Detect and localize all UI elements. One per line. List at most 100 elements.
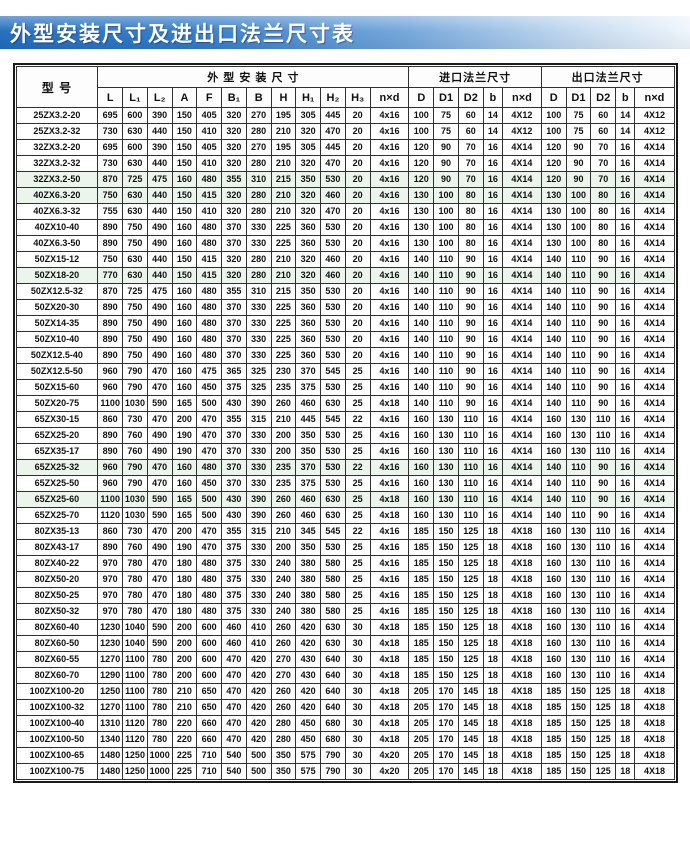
value-cell: 4X14 <box>634 171 675 188</box>
value-cell: 470 <box>221 667 247 684</box>
value-cell: 4X12 <box>634 123 675 140</box>
value-cell: 440 <box>146 155 173 172</box>
value-cell: 16 <box>482 283 504 300</box>
value-cell: 18 <box>482 651 504 668</box>
value-cell: 630 <box>122 155 148 172</box>
value-cell: 140 <box>540 315 567 332</box>
value-cell: 220 <box>171 715 198 732</box>
value-cell: 20 <box>344 347 371 364</box>
value-cell: 470 <box>146 379 173 396</box>
value-cell: 16 <box>615 603 636 620</box>
value-cell: 160 <box>540 443 567 460</box>
value-cell: 710 <box>196 763 223 780</box>
value-cell: 90 <box>590 267 617 284</box>
column-header: A <box>171 87 198 108</box>
value-cell: 110 <box>590 411 617 428</box>
table-row: 50ZX12.5-32 870 725 475 160 480 355 310 215 350 53… <box>15 283 675 300</box>
value-cell: 4x16 <box>369 379 410 396</box>
value-cell: 130 <box>540 235 567 252</box>
model-cell: 40ZX6.3-50 <box>15 235 99 252</box>
value-cell: 420 <box>245 715 272 732</box>
value-cell: 280 <box>245 203 272 220</box>
value-cell: 125 <box>457 587 484 604</box>
value-cell: 145 <box>457 763 484 780</box>
value-cell: 530 <box>320 299 346 316</box>
value-cell: 225 <box>270 219 297 236</box>
model-cell: 40ZX6.3-32 <box>15 203 99 220</box>
table-row: 80ZX43-17 890 760 490 190 470 375 330 200 350 530 2… <box>15 539 675 556</box>
model-cell: 50ZX20-75 <box>15 395 99 412</box>
value-cell: 100 <box>565 203 592 220</box>
value-cell: 18 <box>615 715 636 732</box>
value-cell: 160 <box>540 587 567 604</box>
value-cell: 4X14 <box>502 459 542 476</box>
group-header-outline: 外 型 安 装 尺 寸 <box>97 66 410 88</box>
value-cell: 16 <box>615 251 636 268</box>
value-cell: 4x16 <box>369 347 410 364</box>
value-cell: 750 <box>122 219 148 236</box>
value-cell: 225 <box>270 315 297 332</box>
value-cell: 355 <box>221 283 247 300</box>
value-cell: 370 <box>221 459 247 476</box>
value-cell: 16 <box>482 187 504 204</box>
value-cell: 370 <box>221 443 247 460</box>
value-cell: 1120 <box>122 715 148 732</box>
value-cell: 160 <box>408 507 435 524</box>
value-cell: 330 <box>245 427 272 444</box>
value-cell: 4X14 <box>634 379 675 396</box>
model-cell: 65ZX35-17 <box>15 443 99 460</box>
value-cell: 4X14 <box>634 251 675 268</box>
value-cell: 140 <box>540 363 567 380</box>
value-cell: 890 <box>97 443 124 460</box>
value-cell: 470 <box>146 411 173 428</box>
value-cell: 140 <box>540 283 567 300</box>
value-cell: 450 <box>196 475 223 492</box>
value-cell: 1030 <box>122 395 148 412</box>
value-cell: 630 <box>320 395 346 412</box>
value-cell: 4x18 <box>369 635 410 652</box>
value-cell: 16 <box>615 427 636 444</box>
value-cell: 4X18 <box>502 699 542 716</box>
value-cell: 4x16 <box>369 539 410 556</box>
value-cell: 460 <box>295 395 322 412</box>
value-cell: 150 <box>433 651 459 668</box>
value-cell: 160 <box>171 363 198 380</box>
value-cell: 440 <box>146 187 173 204</box>
value-cell: 16 <box>615 299 636 316</box>
value-cell: 110 <box>565 315 592 332</box>
value-cell: 4X12 <box>634 107 675 124</box>
value-cell: 1230 <box>97 635 124 652</box>
value-cell: 1040 <box>122 619 148 636</box>
value-cell: 330 <box>245 555 272 572</box>
value-cell: 730 <box>122 411 148 428</box>
value-cell: 30 <box>344 651 371 668</box>
value-cell: 140 <box>540 491 567 508</box>
value-cell: 1290 <box>97 667 124 684</box>
value-cell: 165 <box>171 395 198 412</box>
spec-table: 型 号 外 型 安 装 尺 寸 进口法兰尺寸 出口法兰尺寸 L L₁ L₂ A F B₁ B… <box>15 66 675 780</box>
value-cell: 780 <box>122 571 148 588</box>
value-cell: 150 <box>565 683 592 700</box>
value-cell: 150 <box>171 267 198 284</box>
value-cell: 4x18 <box>369 619 410 636</box>
value-cell: 760 <box>122 443 148 460</box>
value-cell: 790 <box>122 475 148 492</box>
value-cell: 70 <box>457 139 484 156</box>
value-cell: 200 <box>171 523 198 540</box>
value-cell: 4X18 <box>634 747 675 764</box>
value-cell: 90 <box>590 283 617 300</box>
value-cell: 70 <box>457 155 484 172</box>
value-cell: 16 <box>482 427 504 444</box>
value-cell: 630 <box>122 267 148 284</box>
value-cell: 390 <box>245 491 272 508</box>
value-cell: 160 <box>171 283 198 300</box>
value-cell: 16 <box>615 187 636 204</box>
value-cell: 90 <box>590 331 617 348</box>
value-cell: 30 <box>344 747 371 764</box>
value-cell: 160 <box>408 443 435 460</box>
value-cell: 4X18 <box>502 747 542 764</box>
value-cell: 320 <box>221 123 247 140</box>
value-cell: 80 <box>457 187 484 204</box>
value-cell: 145 <box>457 747 484 764</box>
value-cell: 890 <box>97 427 124 444</box>
